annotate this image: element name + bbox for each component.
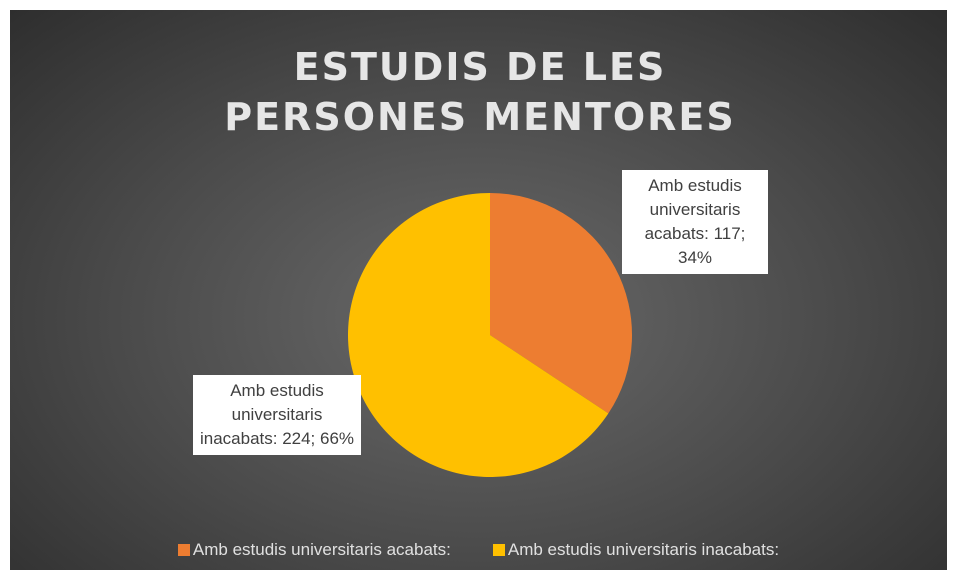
legend-swatch [177, 544, 190, 556]
data-label: Amb estudis universitaris inacabats: 224… [193, 375, 361, 455]
legend-swatch [492, 544, 505, 556]
pie-slice [347, 193, 609, 478]
legend-label: Amb estudis universitaris acabats: [192, 540, 451, 559]
legend-label: Amb estudis universitaris inacabats: [507, 540, 780, 559]
legend-item: Amb estudis universitaris acabats: [177, 540, 451, 560]
data-label: Amb estudis universitaris acabats: 117; … [622, 170, 768, 274]
legend: Amb estudis universitaris acabats: Amb es… [10, 540, 947, 560]
legend-item: Amb estudis universitaris inacabats: [492, 540, 780, 560]
pie [347, 193, 632, 478]
pie-slice [490, 193, 632, 414]
chart-title: ESTUDIS DE LES PERSONES MENTORES [224, 45, 736, 139]
chart: ESTUDIS DE LES PERSONES MENTORES Amb est… [10, 10, 947, 570]
